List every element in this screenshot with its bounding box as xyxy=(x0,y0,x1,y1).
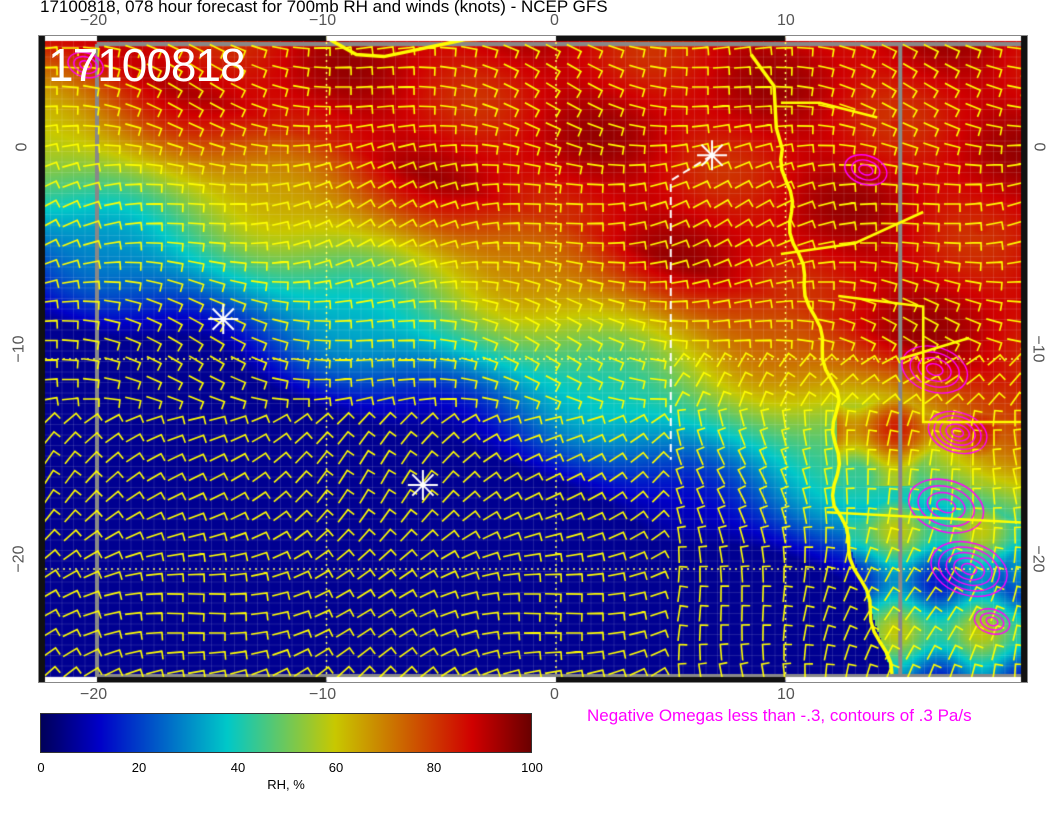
lon-tick-top: 0 xyxy=(550,12,559,29)
lon-tick-bottom: −10 xyxy=(309,686,337,703)
lat-tick-left: −10 xyxy=(10,335,28,363)
date-label: 17100818 xyxy=(48,39,246,91)
colorbar-tick: 80 xyxy=(426,760,442,775)
lon-tick-top: −10 xyxy=(309,12,337,29)
rh-wind-map xyxy=(38,35,1028,683)
colorbar-tick: 60 xyxy=(328,760,344,775)
lat-tick-left: 0 xyxy=(13,142,31,152)
lon-tick-top: 10 xyxy=(777,12,795,29)
lon-tick-bottom: 0 xyxy=(550,686,559,703)
lat-tick-left: −20 xyxy=(10,545,28,573)
colorbar xyxy=(40,713,532,753)
omega-note: Negative Omegas less than -.3, contours … xyxy=(587,706,972,725)
lat-tick-right: −20 xyxy=(1029,545,1047,573)
colorbar-tick: 100 xyxy=(521,760,543,775)
wind-barbs-coastline-overlay xyxy=(39,36,1027,682)
colorbar-label: RH, % xyxy=(267,777,305,792)
lon-tick-bottom: −20 xyxy=(80,686,108,703)
colorbar-tick: 0 xyxy=(37,760,45,775)
lat-tick-right: −10 xyxy=(1029,335,1047,363)
lon-tick-top: −20 xyxy=(80,12,108,29)
colorbar-tick: 20 xyxy=(131,760,147,775)
map-title: 17100818, 078 hour forecast for 700mb RH… xyxy=(40,0,608,16)
colorbar-tick: 40 xyxy=(230,760,246,775)
lat-tick-right: 0 xyxy=(1030,142,1048,152)
lon-tick-bottom: 10 xyxy=(777,686,795,703)
